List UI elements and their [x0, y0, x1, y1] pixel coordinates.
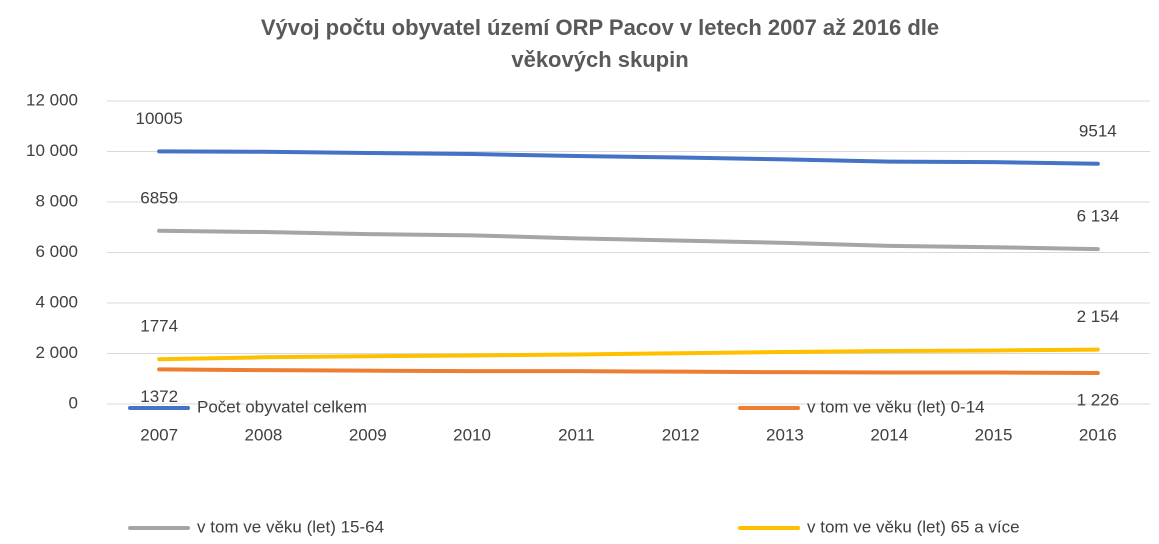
y-tick-label: 6 000 — [35, 242, 78, 261]
data-label: 1774 — [140, 317, 178, 336]
series-line — [157, 347, 1100, 362]
data-label: 2 154 — [1077, 307, 1120, 326]
y-tick-label: 4 000 — [35, 292, 78, 311]
y-tick-label: 10 000 — [26, 141, 78, 160]
data-label: 9514 — [1079, 121, 1117, 140]
legend-label: Počet obyvatel celkem — [197, 397, 367, 416]
x-tick-label: 2012 — [662, 425, 700, 444]
x-tick-label: 2016 — [1079, 425, 1117, 444]
data-label: 1372 — [140, 387, 178, 406]
y-tick-label: 0 — [69, 393, 78, 412]
x-tick-label: 2010 — [453, 425, 491, 444]
y-tick-label: 8 000 — [35, 191, 78, 210]
x-tick-label: 2014 — [870, 425, 908, 444]
data-label: 1 226 — [1077, 391, 1120, 410]
y-tick-label: 2 000 — [35, 343, 78, 362]
x-tick-label: 2013 — [766, 425, 804, 444]
series-line — [157, 149, 1100, 166]
x-tick-label: 2011 — [558, 425, 595, 444]
data-label: 6859 — [140, 188, 178, 207]
legend-label: v tom ve věku (let) 65 a více — [807, 517, 1020, 536]
legend-label: v tom ve věku (let) 0-14 — [807, 397, 985, 416]
x-tick-label: 2007 — [140, 425, 178, 444]
y-tick-label: 12 000 — [26, 90, 78, 109]
series-line — [157, 228, 1100, 252]
x-tick-label: 2015 — [975, 425, 1013, 444]
data-label: 10005 — [136, 109, 183, 128]
x-tick-label: 2009 — [349, 425, 387, 444]
series-line — [157, 367, 1100, 376]
chart-title: Vývoj počtu obyvatel území ORP Pacov v l… — [260, 15, 940, 72]
data-label: 6 134 — [1077, 207, 1120, 226]
x-tick-label: 2008 — [245, 425, 283, 444]
legend-label: v tom ve věku (let) 15-64 — [197, 517, 384, 536]
